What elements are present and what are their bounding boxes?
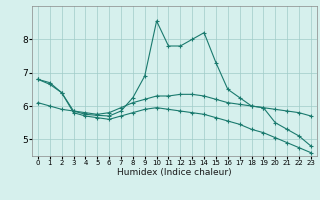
X-axis label: Humidex (Indice chaleur): Humidex (Indice chaleur) [117,168,232,177]
